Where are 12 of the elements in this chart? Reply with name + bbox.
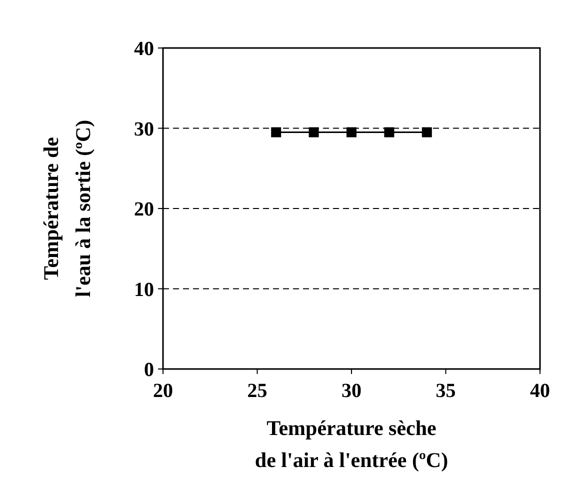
x-tick-label: 20	[153, 380, 173, 402]
y-tick-label: 10	[134, 278, 154, 301]
y-tick-label: 20	[134, 198, 154, 220]
x-axis-title: Température sèche de l'air à l'entrée (ºC)	[254, 416, 448, 472]
x-tick-label: 30	[342, 380, 362, 402]
y-tick-label: 30	[134, 118, 154, 140]
y-tick-label: 0	[144, 359, 154, 381]
x-tick-label: 40	[530, 380, 550, 402]
y-tick-label: 40	[134, 38, 154, 60]
x-tick-label: 35	[436, 380, 456, 402]
x-tick-label: 25	[247, 380, 268, 402]
y-axis-title: Température de l'eau à la sortie (ºC)	[39, 120, 95, 298]
